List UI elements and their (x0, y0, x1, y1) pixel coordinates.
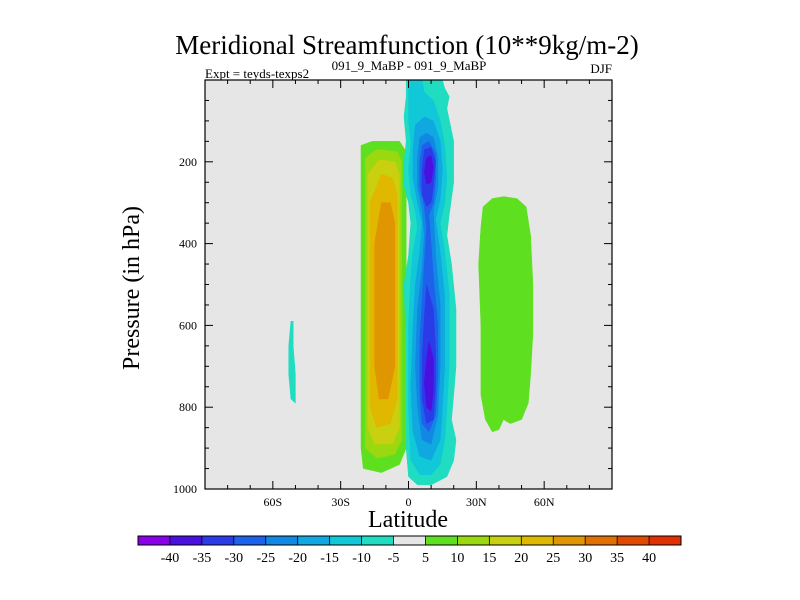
colorbar-label: -25 (256, 551, 275, 566)
colorbar-label: -15 (320, 551, 339, 566)
colorbar-swatch (297, 536, 331, 545)
neg-cell-core-lower (424, 341, 434, 412)
colorbar-label: 5 (422, 551, 429, 566)
colorbar-swatch (265, 536, 299, 545)
x-tick-label: 60N (534, 495, 555, 509)
colorbar-label: 20 (514, 551, 528, 566)
colorbar-swatch (201, 536, 235, 545)
y-tick-label: 200 (179, 155, 197, 169)
x-tick-label: 30N (466, 495, 487, 509)
colorbar-label: 10 (450, 551, 464, 566)
colorbar-label: -10 (352, 551, 371, 566)
pos-cell-band-25 (374, 202, 396, 400)
north-pos-cell-band-5 (478, 196, 534, 432)
colorbar-swatch (138, 536, 171, 545)
colorbar-swatch (457, 536, 490, 545)
contour-layer (288, 79, 534, 486)
colorbar-label: -35 (193, 551, 212, 566)
subtitle-left: Expt = teyds-texps2 (205, 66, 309, 81)
colorbar-label: -20 (288, 551, 307, 566)
y-tick-label: 600 (179, 318, 197, 332)
y-axis-label: Pressure (in hPa) (119, 206, 145, 370)
y-tick-label: 800 (179, 400, 197, 414)
colorbar-swatch (393, 536, 426, 545)
colorbar-label: 35 (610, 551, 624, 566)
colorbar-swatch (169, 536, 203, 545)
x-axis-label: Latitude (368, 507, 448, 533)
colorbar-swatch (329, 536, 362, 545)
subtitle-right: DJF (590, 61, 612, 76)
colorbar-swatch (585, 536, 618, 545)
colorbar-swatch (553, 536, 586, 545)
colorbar-label: 25 (546, 551, 560, 566)
colorbar-swatch (521, 536, 554, 545)
colorbar-label: 30 (578, 551, 592, 566)
x-tick-label: 0 (406, 495, 412, 509)
colorbar-swatch (233, 536, 267, 545)
colorbar-label: 15 (482, 551, 496, 566)
colorbar-swatch (649, 536, 682, 545)
chart-title: Meridional Streamfunction (10**9kg/m-2) (175, 30, 638, 60)
colorbar-label: -30 (224, 551, 243, 566)
colorbar-label: -5 (388, 551, 400, 566)
colorbar-swatch (361, 536, 394, 545)
subtitle-center: 091_9_MaBP - 091_9_MaBP (332, 58, 487, 73)
y-tick-label: 400 (179, 237, 197, 251)
colorbar: -40 -35 -30 -25 -20 -15 -10 -5 5 10 15 20 25 30 35 40 (137, 535, 682, 566)
colorbar-swatch (617, 536, 650, 545)
colorbar-frame (137, 535, 682, 546)
axis-ticks: 60S 30S 0 30N 60N 200 400 600 800 1000 (173, 80, 612, 509)
colorbar-swatch (425, 536, 458, 545)
neg-cell-core-upper (424, 155, 434, 185)
south-neg-sliver (288, 321, 296, 404)
x-tick-label: 30S (331, 495, 350, 509)
y-tick-label: 1000 (173, 482, 197, 496)
colorbar-label: -40 (161, 551, 180, 566)
colorbar-swatch (489, 536, 522, 545)
colorbar-label: 40 (642, 551, 656, 566)
x-tick-label: 60S (263, 495, 282, 509)
